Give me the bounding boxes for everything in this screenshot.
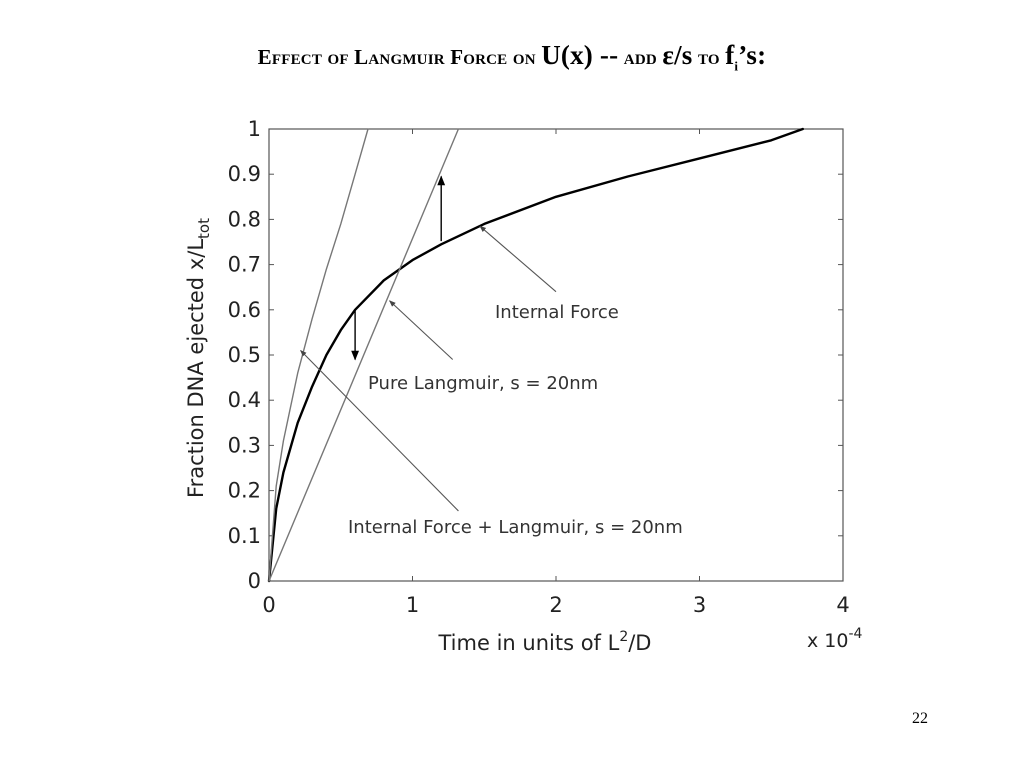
title-suffix: ’s: <box>738 40 767 70</box>
y-tick-label: 0.2 <box>228 479 261 503</box>
x-tick-label: 2 <box>549 593 562 617</box>
series-line-1 <box>267 127 804 583</box>
x-tick-label: 0 <box>262 593 275 617</box>
x-tick-label: 4 <box>836 593 849 617</box>
y-tick-label: 0.1 <box>228 524 261 548</box>
annotation-label: Pure Langmuir, s = 20nm <box>368 373 598 394</box>
title-add: add <box>623 45 657 69</box>
title-ux: U(x) -- <box>541 40 619 70</box>
x-axis-multiplier: x 10-4 <box>807 626 863 652</box>
x-tick-label: 3 <box>693 593 706 617</box>
annotation-arrow <box>300 350 459 512</box>
title-sub: i <box>734 58 739 74</box>
x-axis-label: Time in units of L2/D <box>438 629 652 655</box>
title-eps: ε/s <box>662 40 693 70</box>
title-f: f <box>725 40 735 70</box>
series-line-3 <box>268 128 369 582</box>
series-line-2 <box>268 128 460 582</box>
y-axis-label: Fraction DNA ejected x/Ltot <box>184 218 213 498</box>
series-lines <box>267 127 804 583</box>
y-tick-label: 0.4 <box>228 388 261 412</box>
axis-ticks: 0 1 2 3 4 0 0.1 0.2 0.3 0.4 0.5 0.6 0.7 0.8 0.9 1 <box>228 117 850 617</box>
y-tick-label: 0.8 <box>228 207 261 231</box>
annotation-arrow <box>389 300 454 360</box>
x-tick-label: 1 <box>406 593 419 617</box>
y-tick-label: 0.6 <box>228 298 261 322</box>
y-tick-label: 0.7 <box>228 253 261 277</box>
y-tick-label: 0.9 <box>228 162 261 186</box>
y-tick-label: 0.5 <box>228 343 261 367</box>
title-prefix: Effect of Langmuir Force on <box>257 45 536 69</box>
y-tick-label: 0 <box>248 569 261 593</box>
slide-number: 22 <box>912 710 928 727</box>
annotation-label: Internal Force + Langmuir, s = 20nm <box>348 517 683 538</box>
annotation-label: Internal Force <box>495 302 619 323</box>
annotation-arrow <box>479 225 557 293</box>
y-tick-label: 0.3 <box>228 433 261 457</box>
title-to: to <box>697 45 720 69</box>
y-tick-label: 1 <box>248 117 261 141</box>
slide-title: Effect of Langmuir Force on U(x) -- add … <box>0 40 1024 74</box>
annotations: Internal Force Pure Langmuir, s = 20nm Int… <box>300 175 683 538</box>
